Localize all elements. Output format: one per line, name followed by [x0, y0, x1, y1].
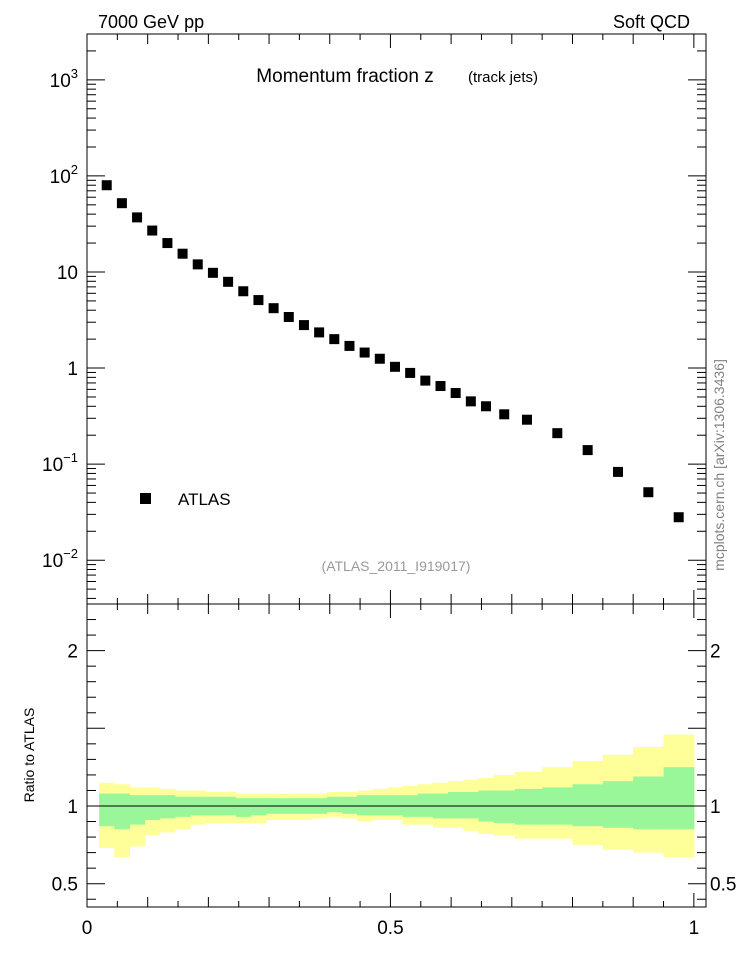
- ratio-y-tick-label: 0.5: [52, 875, 78, 896]
- main-y-tick-labels: 10−2 10−1 1 10 102 103: [42, 66, 78, 572]
- inner-band-bin: [159, 795, 176, 819]
- ratio-y-tick-label-right: 0.5: [710, 875, 736, 896]
- x-tick-label: 0: [82, 918, 93, 939]
- inner-band-bin: [174, 796, 191, 817]
- data-point: [673, 512, 684, 523]
- x-tick-label: 0.5: [377, 918, 403, 939]
- data-point: [223, 276, 234, 287]
- data-point: [192, 259, 203, 270]
- inner-band-bin: [235, 798, 252, 817]
- data-point: [613, 466, 624, 477]
- ratio-frame: [86, 603, 707, 908]
- ratio-panel: 0.5 0.5 1 1 2 2 0 0.5 1 Ratio to ATLAS: [21, 603, 737, 939]
- ratio-ticks: [86, 604, 706, 907]
- ratio-tick-labels: 0.5 0.5 1 1 2 2 0 0.5 1: [52, 642, 737, 939]
- inner-band-bin: [341, 796, 358, 814]
- inner-band-bin: [602, 781, 634, 828]
- ratio-y-tick-label-right: 1: [710, 797, 721, 818]
- data-point: [374, 353, 385, 364]
- data-point: [465, 396, 476, 407]
- header-right: Soft QCD: [613, 12, 690, 32]
- data-point: [283, 311, 294, 322]
- data-point: [643, 487, 654, 498]
- data-point: [521, 414, 532, 425]
- legend-label: ATLAS: [178, 490, 231, 509]
- data-point: [582, 445, 593, 456]
- data-point: [162, 238, 173, 249]
- ratio-bands: [99, 734, 695, 858]
- data-point: [481, 401, 492, 412]
- inner-band-bin: [99, 793, 115, 827]
- y-tick-label: 10−1: [42, 450, 78, 476]
- data-point: [314, 327, 325, 338]
- inner-band-bin: [387, 795, 404, 816]
- inner-band-bin: [129, 795, 146, 825]
- inner-band-bin: [514, 788, 543, 825]
- inner-band-bin: [663, 767, 695, 830]
- data-point: [552, 428, 563, 439]
- inner-band-bin: [326, 796, 343, 813]
- analysis-id: (ATLAS_2011_I919017): [322, 558, 471, 574]
- data-point: [450, 387, 461, 398]
- data-point: [132, 212, 143, 223]
- data-point: [238, 286, 249, 297]
- inner-band-bin: [463, 792, 479, 819]
- data-point: [207, 267, 218, 278]
- inner-band-bin: [493, 790, 516, 824]
- inner-band-bin: [372, 795, 388, 816]
- y-tick-label: 103: [50, 66, 78, 92]
- data-point: [344, 340, 355, 351]
- data-point: [435, 381, 446, 392]
- data-point: [147, 225, 158, 236]
- data-point: [420, 375, 431, 386]
- data-point: [268, 303, 279, 314]
- data-point: [359, 347, 370, 358]
- data-point: [389, 361, 400, 372]
- legend-marker: [140, 493, 151, 504]
- data-point: [499, 409, 510, 420]
- inner-band-bin: [357, 795, 373, 816]
- inner-band-bin: [572, 784, 604, 827]
- main-ticks: [86, 33, 706, 604]
- data-point: [298, 320, 309, 331]
- y-tick-label: 10−2: [42, 546, 78, 572]
- data-point: [116, 198, 127, 209]
- inner-band-bin: [448, 792, 464, 819]
- ratio-ylabel: Ratio to ATLAS: [21, 708, 37, 803]
- inner-band-bin: [250, 798, 267, 816]
- header-left: 7000 GeV pp: [98, 12, 204, 32]
- data-point: [177, 248, 188, 259]
- data-point: [329, 334, 340, 345]
- inner-band-bin: [633, 776, 665, 830]
- side-label: mcplots.cern.ch [arXiv:1306.3436]: [711, 359, 727, 571]
- y-tick-label: 102: [50, 162, 78, 188]
- y-tick-label: 1: [67, 359, 78, 380]
- main-panel: 10−2 10−1 1 10 102 103 Momentum fraction z (t…: [42, 33, 707, 605]
- inner-band-bin: [417, 793, 434, 817]
- main-frame: [86, 33, 707, 605]
- y-tick-label: 10: [57, 263, 78, 284]
- ratio-y-tick-label-right: 2: [710, 642, 721, 663]
- ratio-y-tick-label: 1: [67, 797, 78, 818]
- ratio-y-tick-label: 2: [67, 642, 78, 663]
- data-point: [405, 367, 416, 378]
- x-tick-label: 1: [689, 918, 700, 939]
- data-point: [253, 295, 264, 306]
- chart-subtitle: (track jets): [468, 69, 538, 86]
- data-markers: [101, 180, 684, 523]
- data-point: [101, 180, 112, 191]
- chart-title: Momentum fraction z: [256, 66, 433, 87]
- inner-band-bin: [114, 793, 130, 830]
- inner-band-bin: [144, 795, 161, 820]
